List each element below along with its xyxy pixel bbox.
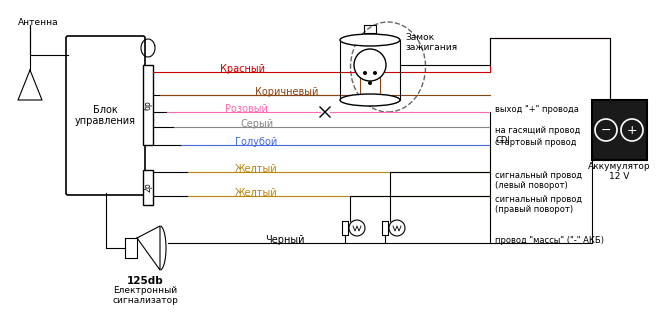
Text: Желтый: Желтый: [235, 188, 277, 198]
Text: Аккумулятор
12 V: Аккумулятор 12 V: [588, 162, 651, 181]
Circle shape: [349, 220, 365, 236]
Text: сигнальный провод
(левый поворот): сигнальный провод (левый поворот): [495, 171, 582, 190]
Circle shape: [354, 49, 386, 81]
Text: провод "массы" ("-" АКБ): провод "массы" ("-" АКБ): [495, 236, 604, 245]
Text: Желтый: Желтый: [235, 164, 277, 174]
Text: сигнальный провод
(правый поворот): сигнальный провод (правый поворот): [495, 195, 582, 214]
Ellipse shape: [340, 94, 400, 106]
Text: Замок
зажигания: Замок зажигания: [405, 33, 457, 52]
Text: стартовый провод: стартовый провод: [495, 138, 576, 147]
Circle shape: [389, 220, 405, 236]
Bar: [143, 65, 153, 145]
Circle shape: [368, 81, 372, 85]
Text: Розовый: Розовый: [225, 104, 268, 114]
Text: Електронный
сигнализатор: Електронный сигнализатор: [112, 286, 178, 306]
Bar: [592, 100, 647, 160]
Text: 125db: 125db: [127, 276, 163, 286]
Text: Серый: Серый: [240, 119, 273, 129]
Bar: [143, 170, 153, 205]
Text: −: −: [601, 123, 611, 136]
Circle shape: [621, 119, 643, 141]
Text: Голубой: Голубой: [235, 137, 277, 147]
Text: 6p: 6p: [143, 100, 153, 110]
FancyBboxPatch shape: [66, 36, 145, 195]
Text: на гасящий провод
CDI: на гасящий провод CDI: [495, 126, 580, 145]
Text: 2p: 2p: [143, 183, 153, 192]
Circle shape: [595, 119, 617, 141]
Text: +: +: [626, 123, 637, 136]
Circle shape: [363, 71, 367, 75]
Text: Блок
управления: Блок управления: [75, 105, 136, 126]
Circle shape: [373, 71, 377, 75]
Text: Коричневый: Коричневый: [255, 87, 318, 97]
Text: Красный: Красный: [220, 64, 265, 74]
Ellipse shape: [340, 34, 400, 46]
Text: Антенна: Антенна: [18, 18, 59, 27]
Text: Черный: Черный: [265, 235, 304, 245]
Text: выход "+" провода: выход "+" провода: [495, 105, 579, 114]
